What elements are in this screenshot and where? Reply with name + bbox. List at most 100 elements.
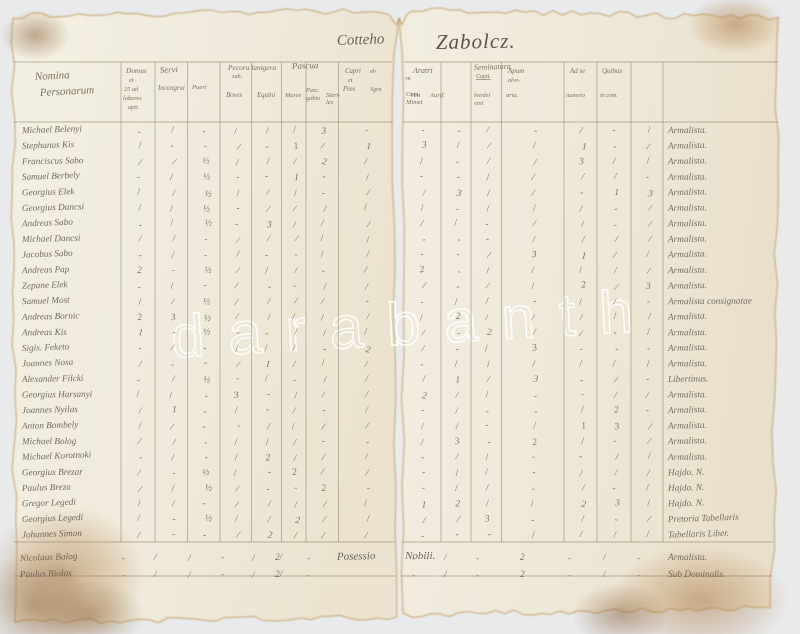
svg-text:-: - [203,344,206,354]
svg-text:1: 1 [172,405,177,415]
svg-text:-: - [266,405,269,415]
svg-text:Hajdo. N.: Hajdo. N. [667,498,705,509]
svg-text:3: 3 [532,375,538,385]
svg-text:-: - [293,376,296,386]
svg-text:-: - [202,499,206,509]
svg-text:Johannes Simon: Johannes Simon [22,528,83,540]
svg-text:½: ½ [203,171,211,182]
svg-text:Armalista.: Armalista. [667,219,707,230]
svg-text:½: ½ [203,203,211,214]
svg-text:½: ½ [203,326,211,338]
svg-text:Armalista.: Armalista. [667,172,707,182]
svg-text:-: - [637,571,640,581]
svg-text:-: - [476,571,479,581]
svg-text:-: - [533,297,537,307]
svg-text:Mares: Mares [284,92,302,99]
svg-text:hordei: hordei [474,92,490,99]
svg-text:-: - [138,221,142,231]
svg-text:1: 1 [581,251,587,261]
svg-text:-: - [568,554,571,564]
svg-text:Paulus Biolos: Paulus Biolos [19,569,73,580]
svg-text:-: - [487,438,491,448]
svg-text:Armalista.: Armalista. [667,234,707,245]
svg-text:-: - [307,571,310,581]
svg-text:2: 2 [455,499,460,509]
svg-text:numero: numero [566,92,585,99]
svg-text:Armalista.: Armalista. [667,187,707,198]
svg-text:-: - [613,328,616,338]
svg-text:labores: labores [123,95,142,102]
svg-text:Andreas Kis: Andreas Kis [21,327,67,338]
svg-text:les: les [326,99,334,106]
svg-text:1: 1 [455,375,460,385]
svg-text:-: - [138,344,142,354]
svg-text:-: - [488,530,491,540]
svg-text:Georgius Harsanyi: Georgius Harsanyi [22,389,93,400]
svg-text:-: - [613,142,617,152]
svg-text:-: - [486,235,490,245]
svg-text:-: - [531,452,535,462]
svg-text:-: - [221,570,224,580]
svg-text:1: 1 [421,501,426,511]
svg-text:-: - [412,554,415,564]
svg-text:-: - [267,390,270,400]
svg-text:Capri: Capri [345,68,361,75]
svg-text:Nicolaus Balog: Nicolaus Balog [19,552,78,564]
svg-text:-: - [236,328,239,338]
svg-text:Pueri: Pueri [191,84,207,91]
svg-text:Armalista.: Armalista. [667,452,707,462]
svg-text:Zepane Elek: Zepane Elek [22,279,69,291]
svg-text:Sub Dominalis.: Sub Dominalis. [668,570,725,580]
svg-text:Armalista.: Armalista. [667,328,707,338]
svg-text:½: ½ [203,296,210,307]
svg-text:Ad se: Ad se [569,67,585,75]
svg-text:-: - [268,282,272,292]
svg-text:Armalista.: Armalista. [667,343,707,354]
svg-text:-: - [202,422,206,432]
svg-text:3: 3 [266,220,273,230]
svg-text:Domus: Domus [125,66,147,75]
svg-text:-: - [637,554,640,564]
svg-text:Armalista consignatae: Armalista consignatae [667,296,752,307]
svg-text:Servi: Servi [160,64,179,75]
svg-text:1: 1 [366,142,371,152]
svg-text:Joannes Nosa: Joannes Nosa [22,357,74,369]
svg-text:Armalista.: Armalista. [667,553,707,563]
svg-text:-: - [265,142,268,152]
svg-text:apti.: apti. [128,104,139,111]
svg-text:½: ½ [203,374,211,386]
svg-text:-: - [237,421,240,431]
svg-text:Sigis. Feketo: Sigis. Feketo [22,341,70,353]
svg-text:Jacobus Sabo: Jacobus Sabo [22,248,74,260]
svg-text:Armalista.: Armalista. [667,266,707,277]
svg-text:-: - [268,468,272,478]
svg-text:Hajdo. N.: Hajdo. N. [667,483,705,494]
svg-text:-: - [568,571,571,581]
svg-text:-: - [647,344,650,354]
svg-text:Boves: Boves [226,92,243,99]
svg-text:Anton Bombely: Anton Bombely [21,419,80,431]
svg-text:Tabellaris Liber.: Tabellaris Liber. [668,529,729,541]
svg-text:3: 3 [645,282,651,292]
svg-text:alve-: alve- [508,78,520,84]
svg-text:-: - [322,406,326,416]
svg-text:Georgius Brezar: Georgius Brezar [22,467,83,478]
svg-text:-: - [139,453,143,463]
svg-text:3: 3 [614,499,620,509]
svg-text:Armalista.: Armalista. [667,281,707,292]
svg-text:Samuel Most: Samuel Most [22,295,70,307]
svg-text:Posessio: Posessio [336,550,376,563]
svg-text:3: 3 [531,250,538,260]
svg-text:Georgius Dancsi: Georgius Dancsi [22,201,85,213]
svg-text:-: - [456,204,460,214]
svg-text:-: - [122,571,125,581]
svg-text:-: - [646,406,649,416]
svg-text:Armalista.: Armalista. [667,390,707,400]
svg-text:-: - [412,571,415,581]
svg-text:gabio: gabio [306,95,320,102]
svg-text:Sgra: Sgra [370,87,381,93]
svg-text:Seminatura: Seminatura [474,62,511,72]
svg-text:2: 2 [137,266,142,276]
svg-text:-: - [307,554,310,564]
svg-text:Incongrui: Incongrui [157,85,185,92]
